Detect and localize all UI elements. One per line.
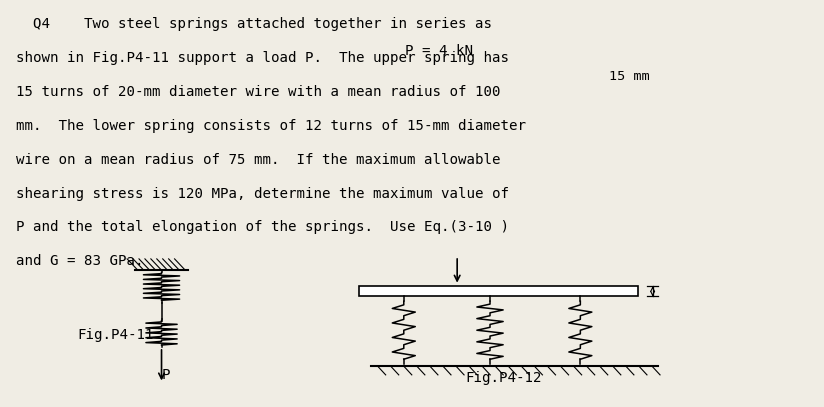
Text: P = 4 kN: P = 4 kN <box>405 44 474 58</box>
Text: wire on a mean radius of 75 mm.  If the maximum allowable: wire on a mean radius of 75 mm. If the m… <box>16 153 501 166</box>
Text: P and the total elongation of the springs.  Use Eq.(3-10 ): P and the total elongation of the spring… <box>16 221 509 234</box>
Text: shearing stress is 120 MPa, determine the maximum value of: shearing stress is 120 MPa, determine th… <box>16 186 509 201</box>
Text: mm.  The lower spring consists of 12 turns of 15-mm diameter: mm. The lower spring consists of 12 turn… <box>16 118 527 133</box>
Bar <box>358 287 638 296</box>
Text: and G = 83 GPa.: and G = 83 GPa. <box>16 254 143 269</box>
Text: 15 mm: 15 mm <box>609 70 649 83</box>
Text: 15 turns of 20-mm diameter wire with a mean radius of 100: 15 turns of 20-mm diameter wire with a m… <box>16 85 501 99</box>
Text: Q4    Two steel springs attached together in series as: Q4 Two steel springs attached together i… <box>33 17 492 31</box>
Text: Fig.P4-11: Fig.P4-11 <box>77 328 153 342</box>
Text: P: P <box>162 368 170 382</box>
Text: shown in Fig.P4-11 support a load P.  The upper spring has: shown in Fig.P4-11 support a load P. The… <box>16 51 509 65</box>
Text: Fig.P4-12: Fig.P4-12 <box>466 371 542 385</box>
